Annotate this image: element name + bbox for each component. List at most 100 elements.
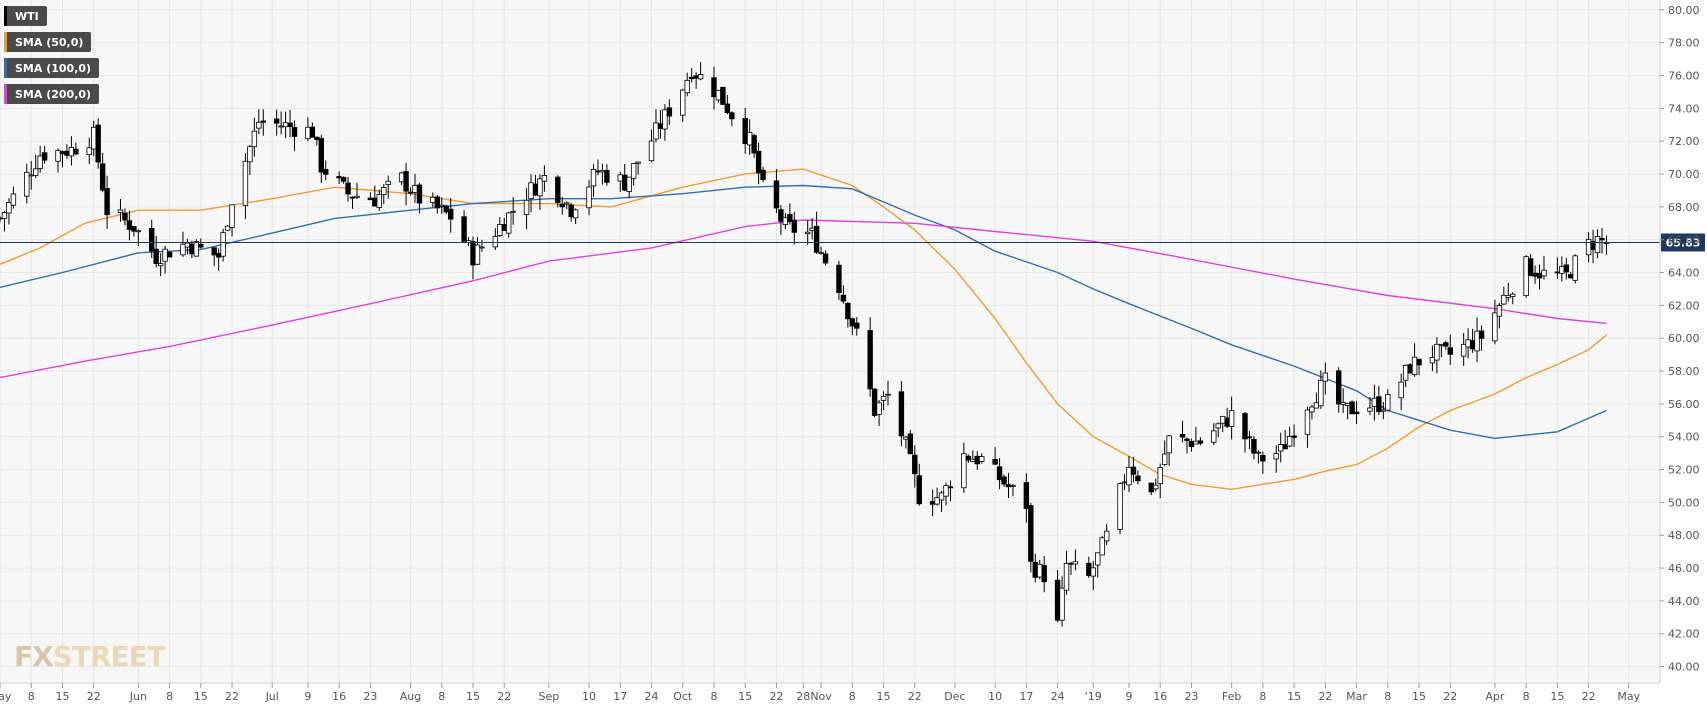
candle-up: [635, 161, 641, 164]
candle-up: [220, 232, 226, 257]
x-tick-label: 23: [363, 690, 377, 703]
x-tick-label: Oct: [673, 690, 693, 703]
candle-down: [1407, 364, 1413, 374]
x-tick-label: 15: [877, 690, 891, 703]
candle-down: [760, 169, 766, 180]
x-tick-label: Nov: [810, 690, 832, 703]
sma-line-100: [0, 184, 1607, 440]
candle-up: [474, 244, 481, 265]
legend-item-sma200[interactable]: SMA (200,0): [4, 84, 100, 104]
candle-up: [697, 74, 704, 80]
candle-up: [537, 178, 543, 197]
candle-down: [1001, 476, 1007, 485]
candle-up: [1474, 330, 1480, 352]
legend-item-sma50[interactable]: SMA (50,0): [4, 32, 92, 52]
x-tick-label: 8: [1523, 690, 1530, 703]
candle-up: [229, 204, 235, 228]
x-tick-label: 15: [466, 690, 480, 703]
candle-up: [1211, 430, 1217, 443]
candle-up: [626, 176, 632, 192]
y-tick-label: 76.00: [1668, 70, 1700, 83]
candle-up: [162, 248, 168, 262]
candle-up: [1585, 238, 1592, 256]
candle-up: [430, 196, 436, 203]
candle-down: [907, 433, 914, 454]
current-price-badge: [1661, 233, 1705, 252]
candle-down: [1527, 258, 1534, 276]
x-tick-label: 10: [582, 690, 596, 703]
candle-down: [1554, 271, 1561, 274]
candle-down: [787, 214, 793, 222]
candle-up: [1309, 406, 1315, 413]
candle-up: [1523, 256, 1529, 296]
y-tick-label: 46.00: [1668, 562, 1700, 575]
x-tick-label: 22: [87, 690, 101, 703]
candle-up: [880, 396, 887, 401]
candle-down: [693, 75, 699, 79]
candle-down: [1260, 454, 1266, 462]
candle-up: [135, 230, 142, 233]
candle-down: [166, 251, 173, 258]
x-tick-label: Sep: [539, 690, 560, 703]
y-tick-label: 66.00: [1668, 234, 1700, 247]
candle-down: [95, 124, 101, 163]
x-tick-label: 8: [849, 690, 856, 703]
candle-up: [1505, 295, 1511, 298]
candle-down: [1188, 441, 1195, 448]
candle-down: [965, 455, 972, 461]
candle-up: [251, 130, 258, 148]
candle-up: [782, 217, 789, 225]
candle-up: [1340, 402, 1346, 405]
candle-up: [55, 150, 61, 162]
candle-up: [938, 492, 945, 501]
x-tick-label: Jun: [129, 690, 147, 703]
candle-down: [992, 458, 998, 465]
candle-up: [1059, 587, 1065, 621]
candle-down: [1242, 413, 1248, 440]
candle-down: [1469, 340, 1476, 350]
y-tick-label: 78.00: [1668, 37, 1700, 50]
candle-up: [1095, 552, 1101, 566]
candle-down: [778, 209, 784, 222]
candle-up: [876, 402, 882, 415]
x-tick-label: 15: [1412, 690, 1426, 703]
x-tick-label: 8: [1384, 690, 1391, 703]
candle-down: [309, 126, 316, 138]
x-tick-label: 10: [988, 690, 1002, 703]
legend-item-sma100[interactable]: SMA (100,0): [4, 58, 100, 78]
candle-down: [622, 174, 628, 191]
candle-down: [367, 197, 374, 201]
x-tick-label: 8: [1259, 690, 1266, 703]
candle-down: [131, 226, 137, 232]
candle-down: [724, 103, 731, 113]
candle-down: [403, 171, 409, 192]
candle-down: [822, 253, 829, 264]
candle-down: [1130, 466, 1137, 475]
legend-swatch-sma50: [4, 32, 7, 52]
candle-up: [28, 174, 34, 177]
candle-up: [1126, 466, 1132, 486]
candle-up: [1010, 485, 1016, 487]
candle-down: [751, 135, 757, 154]
x-tick-label: 22: [1443, 690, 1457, 703]
candle-up: [224, 225, 231, 231]
candle-up: [662, 109, 668, 130]
candle-down: [1251, 438, 1257, 454]
legend-item-wti[interactable]: WTI: [4, 6, 47, 26]
y-tick-label: 74.00: [1668, 102, 1700, 115]
candles: [0, 62, 1610, 627]
candle-up: [1103, 530, 1110, 542]
candle-down: [1197, 440, 1204, 444]
candle-down: [73, 148, 79, 155]
candle-up: [586, 186, 592, 209]
candle-up: [684, 79, 690, 94]
candle-down: [122, 212, 128, 221]
candle-up: [1153, 484, 1159, 490]
x-tick-label: Mar: [1346, 690, 1367, 703]
candle-down: [974, 455, 980, 465]
candle-up: [1541, 269, 1547, 277]
x-tick-label: 8: [438, 690, 445, 703]
candle-down: [657, 123, 664, 129]
candle-up: [1228, 410, 1235, 427]
x-tick-label: 22: [1582, 690, 1596, 703]
